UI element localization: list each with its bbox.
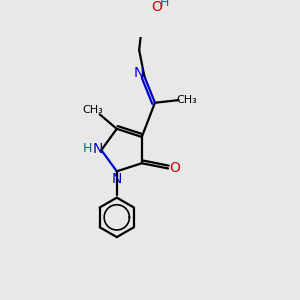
Text: H: H — [83, 142, 92, 155]
Text: H: H — [160, 0, 170, 9]
Text: N: N — [112, 172, 122, 186]
Text: CH₃: CH₃ — [83, 105, 104, 115]
Text: N: N — [134, 65, 144, 80]
Text: O: O — [151, 0, 162, 14]
Text: CH₃: CH₃ — [177, 95, 197, 105]
Text: O: O — [169, 161, 180, 176]
Text: N: N — [93, 142, 104, 156]
